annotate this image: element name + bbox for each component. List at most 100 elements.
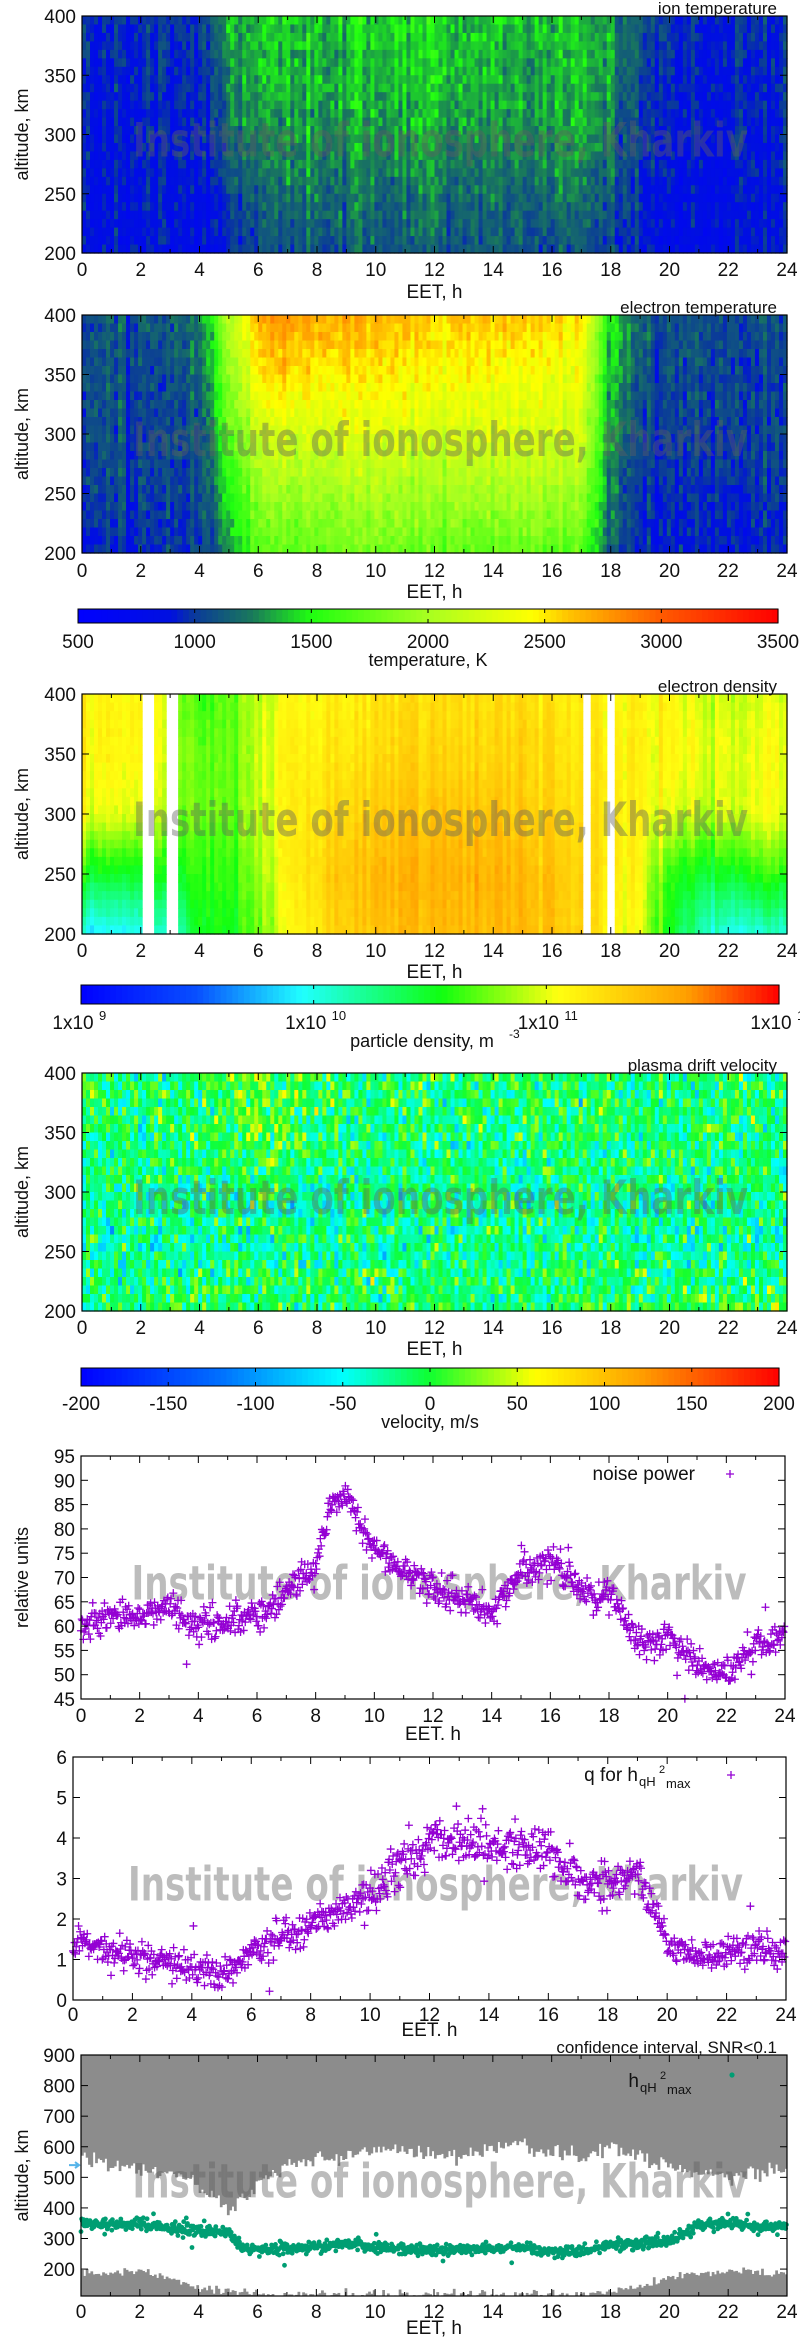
heatmap-cell bbox=[214, 84, 219, 93]
heatmap-cell bbox=[178, 58, 183, 67]
heatmap-cell bbox=[146, 177, 151, 186]
heatmap-cell bbox=[635, 58, 640, 67]
heatmap-cell bbox=[114, 101, 119, 110]
heatmap-cell bbox=[206, 101, 211, 110]
heatmap-cell bbox=[326, 58, 331, 67]
heatmap-cell bbox=[591, 202, 596, 211]
heatmap-cell bbox=[639, 168, 644, 177]
heatmap-cell bbox=[362, 16, 367, 25]
heatmap-cell bbox=[154, 75, 159, 84]
heatmap-cell bbox=[98, 101, 103, 110]
heatmap-cell bbox=[190, 41, 195, 50]
heatmap-cell bbox=[551, 177, 556, 186]
heatmap-cell bbox=[366, 228, 371, 237]
heatmap-cell bbox=[94, 50, 99, 59]
heatmap-cell bbox=[567, 58, 572, 67]
heatmap-cell bbox=[587, 211, 592, 220]
heatmap-cell bbox=[142, 177, 147, 186]
heatmap-cell bbox=[523, 58, 528, 67]
heatmap-cell bbox=[475, 236, 480, 245]
heatmap-cell bbox=[507, 219, 512, 228]
heatmap-cell bbox=[106, 109, 111, 118]
heatmap-cell bbox=[278, 33, 283, 42]
heatmap-cell bbox=[471, 67, 476, 76]
heatmap-cell bbox=[735, 228, 740, 237]
heatmap-cell bbox=[659, 168, 664, 177]
heatmap-cell bbox=[358, 228, 363, 237]
heatmap-cell bbox=[390, 168, 395, 177]
heatmap-cell bbox=[286, 185, 291, 194]
heatmap-cell bbox=[567, 84, 572, 93]
heatmap-cell bbox=[110, 75, 115, 84]
heatmap-cell bbox=[747, 33, 752, 42]
heatmap-cell bbox=[603, 101, 608, 110]
heatmap-cell bbox=[635, 245, 640, 254]
heatmap-cell bbox=[435, 211, 440, 220]
heatmap-cell bbox=[338, 50, 343, 59]
heatmap-cell bbox=[318, 24, 323, 33]
heatmap-cell bbox=[615, 236, 620, 245]
heatmap-cell bbox=[198, 67, 203, 76]
heatmap-cell bbox=[631, 211, 636, 220]
heatmap-cell bbox=[110, 118, 115, 127]
heatmap-cell bbox=[362, 211, 367, 220]
heatmap-cell bbox=[314, 219, 319, 228]
heatmap-cell bbox=[499, 202, 504, 211]
heatmap-cell bbox=[162, 177, 167, 186]
heatmap-cell bbox=[114, 211, 119, 220]
heatmap-cell bbox=[659, 58, 664, 67]
heatmap-cell bbox=[631, 194, 636, 203]
heatmap-cell bbox=[479, 219, 484, 228]
heatmap-cell bbox=[723, 185, 728, 194]
heatmap-cell bbox=[94, 202, 99, 211]
heatmap-cell bbox=[459, 168, 464, 177]
heatmap-cell bbox=[322, 219, 327, 228]
heatmap-cell bbox=[771, 101, 776, 110]
heatmap-cell bbox=[759, 33, 764, 42]
heatmap-cell bbox=[683, 211, 688, 220]
heatmap-cell bbox=[218, 101, 223, 110]
heatmap-cell bbox=[126, 67, 131, 76]
heatmap-cell bbox=[226, 75, 231, 84]
heatmap-cell bbox=[551, 16, 556, 25]
heatmap-cell bbox=[503, 41, 508, 50]
heatmap-cell bbox=[459, 75, 464, 84]
heatmap-cell bbox=[178, 92, 183, 101]
heatmap-cell bbox=[94, 58, 99, 67]
heatmap-cell bbox=[242, 33, 247, 42]
heatmap-cell bbox=[410, 245, 415, 254]
heatmap-cell bbox=[206, 177, 211, 186]
heatmap-cell bbox=[426, 168, 431, 177]
heatmap-cell bbox=[190, 50, 195, 59]
heatmap-cell bbox=[519, 185, 524, 194]
heatmap-cell bbox=[402, 75, 407, 84]
heatmap-cell bbox=[414, 92, 419, 101]
heatmap-cell bbox=[515, 219, 520, 228]
heatmap-cell bbox=[531, 211, 536, 220]
heatmap-cell bbox=[675, 92, 680, 101]
heatmap-cell bbox=[611, 33, 616, 42]
heatmap-cell bbox=[659, 245, 664, 254]
heatmap-cell bbox=[487, 41, 492, 50]
heatmap-cell bbox=[90, 135, 95, 144]
heatmap-cell bbox=[623, 67, 628, 76]
heatmap-cell bbox=[711, 168, 716, 177]
heatmap-cell bbox=[250, 84, 255, 93]
heatmap-cell bbox=[194, 67, 199, 76]
heatmap-cell bbox=[98, 219, 103, 228]
heatmap-cell bbox=[643, 101, 648, 110]
heatmap-cell bbox=[150, 168, 155, 177]
heatmap-cell bbox=[242, 185, 247, 194]
heatmap-cell bbox=[374, 236, 379, 245]
heatmap-cell bbox=[94, 245, 99, 254]
heatmap-cell bbox=[374, 245, 379, 254]
heatmap-cell bbox=[94, 211, 99, 220]
heatmap-cell bbox=[386, 67, 391, 76]
heatmap-cell bbox=[591, 177, 596, 186]
heatmap-cell bbox=[82, 245, 87, 254]
heatmap-cell bbox=[543, 211, 548, 220]
heatmap-cell bbox=[390, 58, 395, 67]
heatmap-cell bbox=[531, 41, 536, 50]
heatmap-cell bbox=[122, 33, 127, 42]
heatmap-cell bbox=[567, 211, 572, 220]
